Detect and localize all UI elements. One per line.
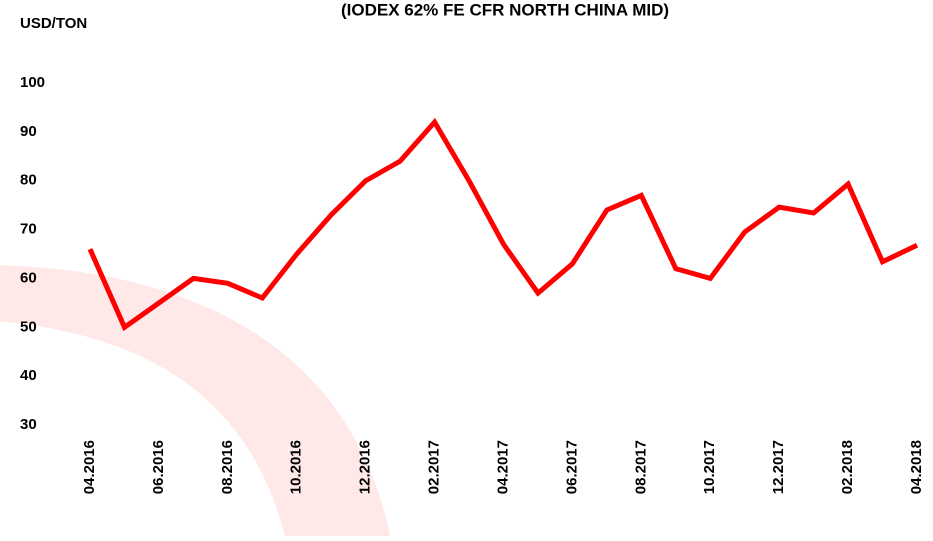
y-tick-label: 70 [20, 221, 37, 238]
x-tick-label: 02.2018 [839, 440, 856, 494]
y-tick-label: 100 [20, 74, 45, 91]
x-tick-label: 06.2016 [150, 440, 167, 494]
y-tick-label: 30 [20, 416, 37, 433]
x-tick-label: 04.2016 [81, 440, 98, 494]
y-tick-label: 90 [20, 123, 37, 140]
x-tick-label: 12.2017 [770, 440, 787, 494]
y-tick-label: 40 [20, 367, 37, 384]
y-tick-label: 50 [20, 318, 37, 335]
x-tick-label: 02.2017 [426, 440, 443, 494]
x-tick-label: 12.2016 [357, 440, 374, 494]
x-tick-label: 10.2016 [288, 440, 305, 494]
x-tick-label: 04.2018 [908, 440, 925, 494]
y-tick-label: 80 [20, 172, 37, 189]
x-tick-label: 10.2017 [701, 440, 718, 494]
x-tick-label: 08.2016 [219, 440, 236, 494]
y-tick-label: 60 [20, 269, 37, 286]
chart-title: (IODEX 62% FE CFR NORTH CHINA MID) [341, 0, 669, 19]
x-tick-label: 06.2017 [563, 440, 580, 494]
x-tick-label: 04.2017 [494, 440, 511, 494]
watermark-arc [0, 265, 390, 536]
x-tick-label: 08.2017 [632, 440, 649, 494]
y-axis-label: USD/TON [20, 15, 87, 32]
line-series [87, 117, 919, 332]
